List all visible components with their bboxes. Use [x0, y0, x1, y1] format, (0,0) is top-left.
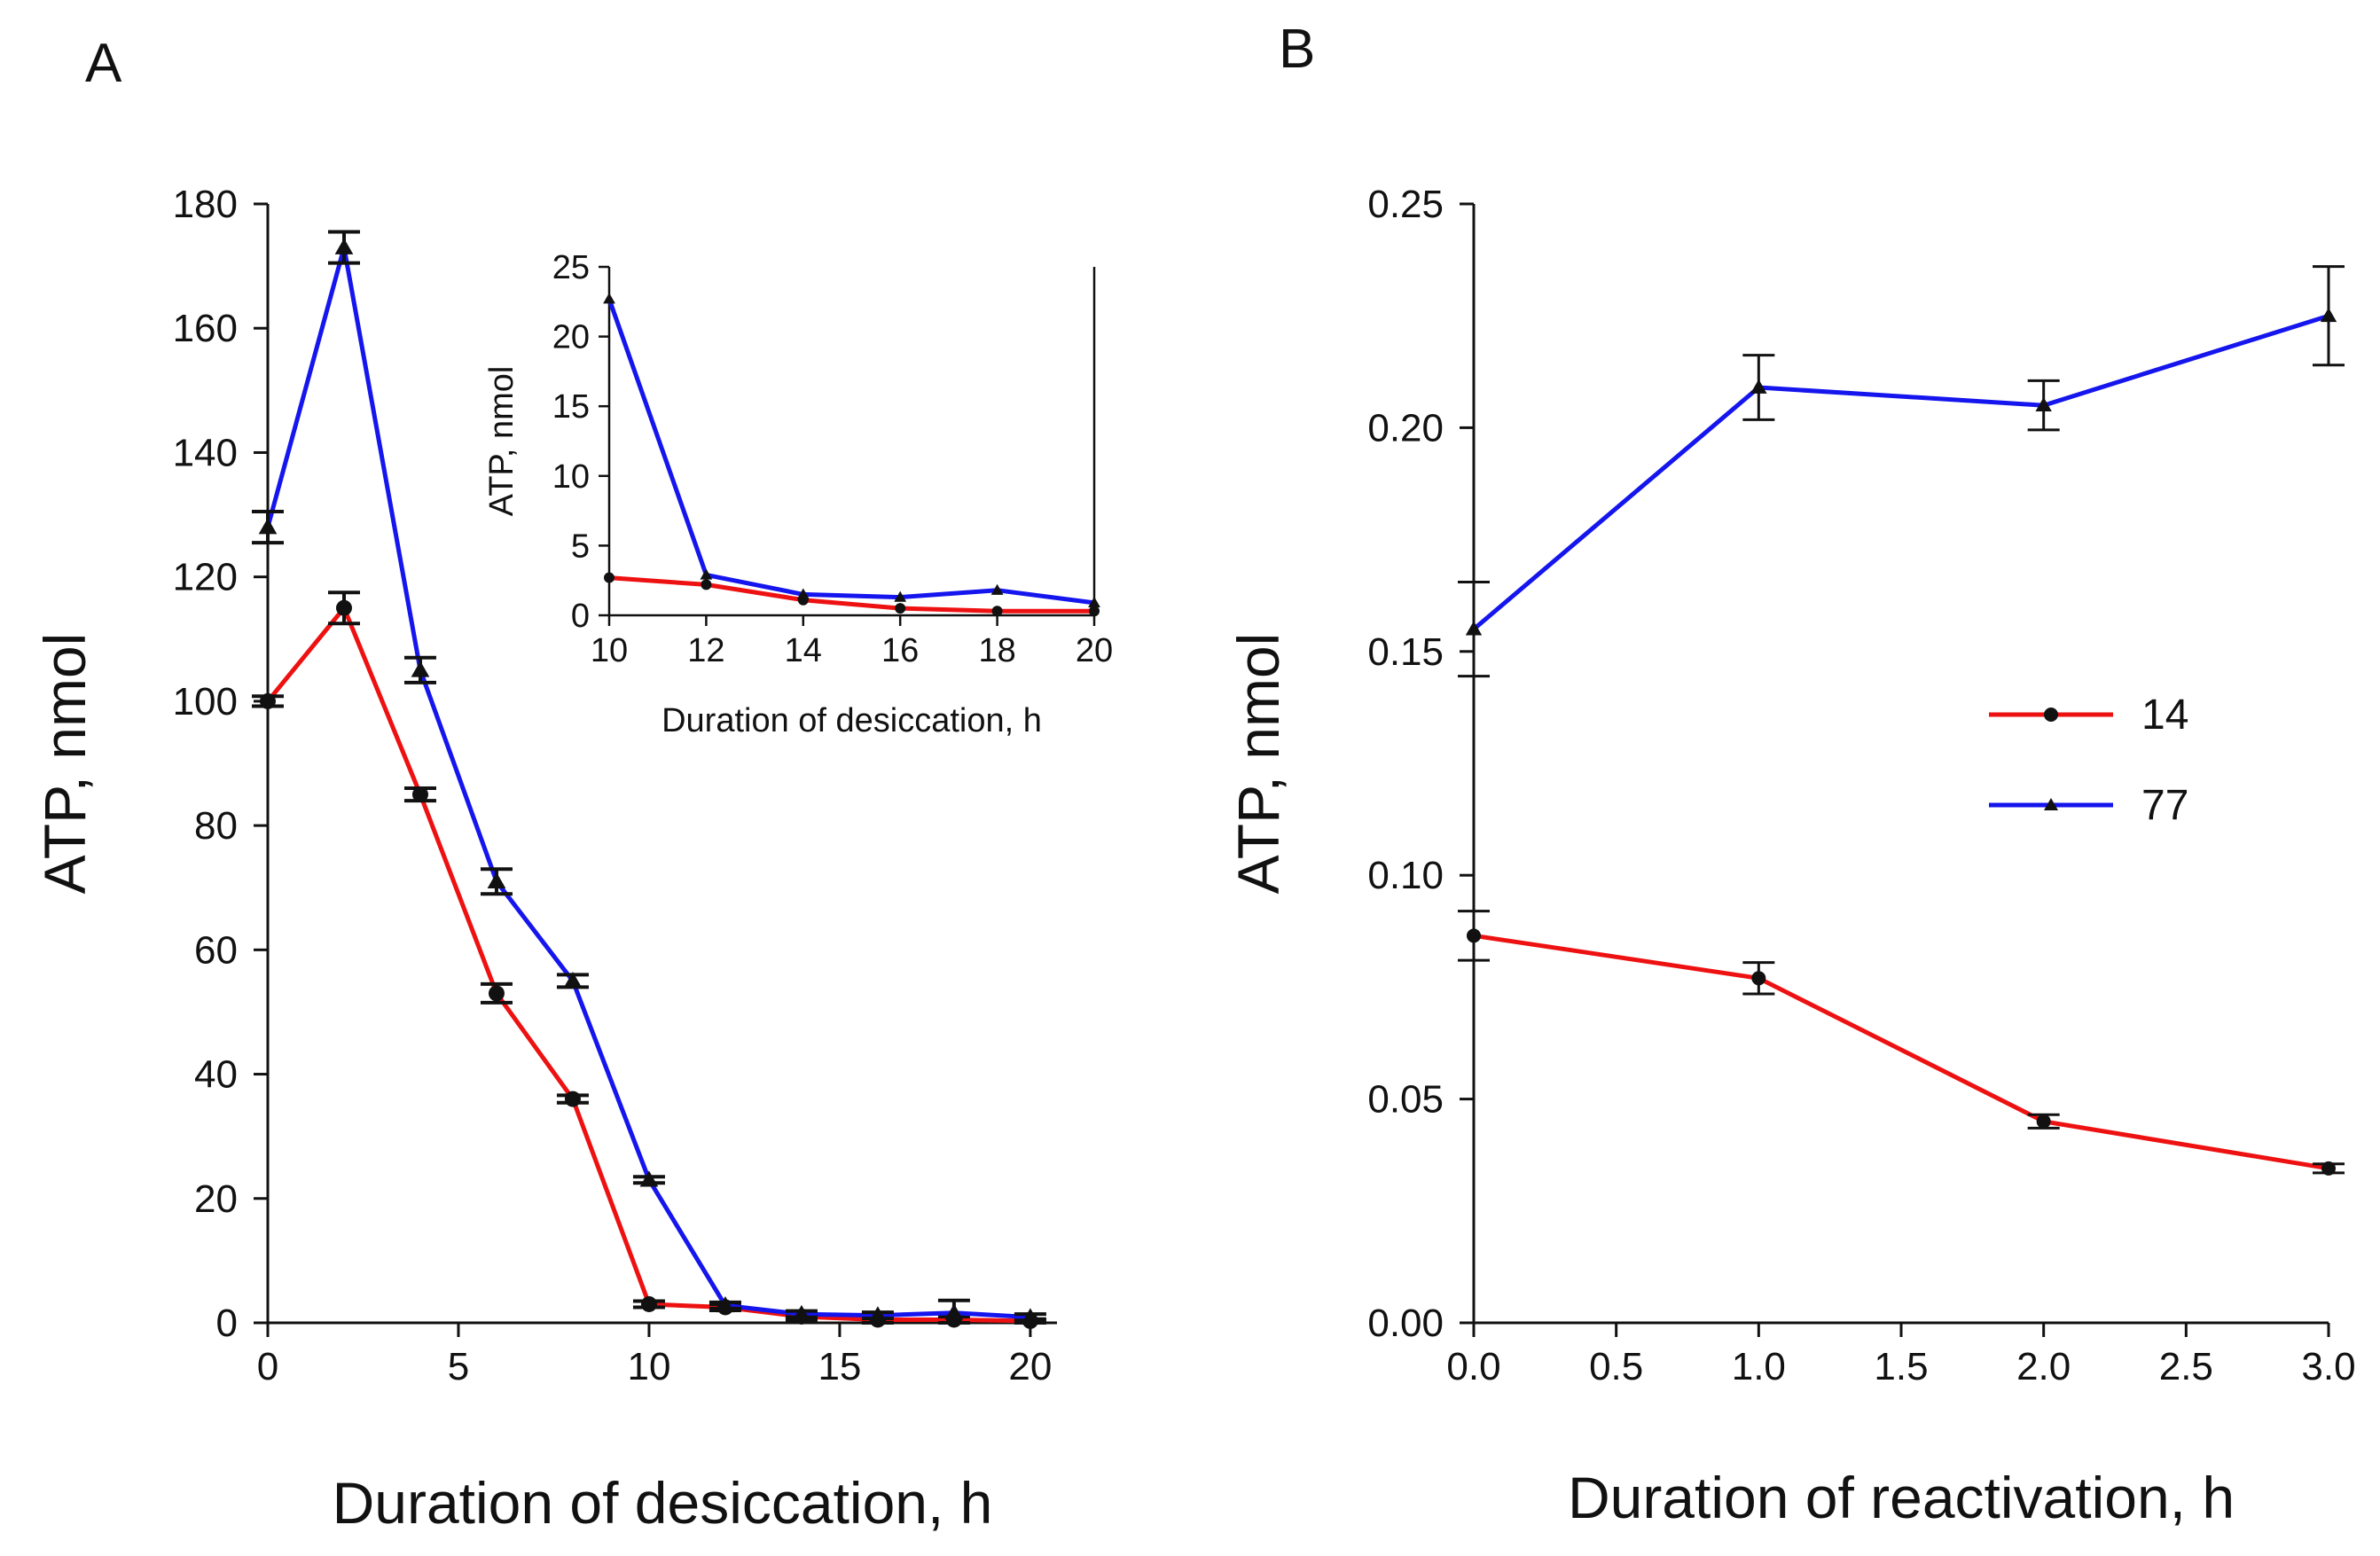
chart-b: 0.0 0.5 1.0 1.5 2.0 2.5 3.0 0.00 0.05 0.10 0.15 0.2… [1225, 183, 2356, 1530]
inset-point-77 [990, 583, 1004, 595]
b-x-tick-label: 0.0 [1446, 1345, 1500, 1388]
inset-point-14 [895, 603, 906, 614]
b-y-tick-label: 0.10 [1367, 854, 1444, 897]
a-point-77 [944, 1303, 964, 1320]
a-y-axis-title: ATP, nmol [32, 633, 98, 895]
a-point-77 [639, 1170, 659, 1187]
a-y-tick-label: 100 [173, 680, 238, 723]
b-y-tick-label: 0.15 [1367, 630, 1444, 674]
b-point-14 [1751, 971, 1766, 986]
a-point-77 [487, 872, 506, 888]
b-y-tick-label: 0.05 [1367, 1078, 1444, 1122]
panel-letter-b: B [1279, 19, 1315, 80]
chart-a: 0 5 10 15 20020406080100120140160180Duration… [32, 183, 1057, 1536]
inset-y-tick-label: 0 [571, 598, 590, 635]
a-point-14 [488, 985, 505, 1002]
b-x-tick-label: 2.5 [2159, 1345, 2213, 1388]
a-point-77 [868, 1306, 888, 1323]
a-y-tick-label: 180 [173, 183, 238, 226]
b-x-tick-label: 1.5 [1874, 1345, 1928, 1388]
inset-y-tick-label: 10 [552, 458, 590, 496]
inset-y-tick-label: 5 [571, 528, 590, 565]
a-y-tick-label: 80 [194, 804, 238, 848]
a-point-14 [564, 1091, 581, 1107]
inset-x-tick-label: 12 [687, 632, 724, 669]
inset-x-axis-title: Duration of desiccation, h [662, 702, 1042, 739]
inset-y-tick-label: 20 [552, 319, 590, 356]
b-point-77 [1750, 379, 1767, 394]
a-point-14 [640, 1295, 657, 1312]
b-point-14 [1467, 928, 1481, 943]
b-series-line-77 [1472, 313, 2329, 631]
inset-y-axis-title: ATP, nmol [483, 366, 521, 517]
a-x-tick-label: 20 [1008, 1345, 1052, 1388]
inset-y-tick-label: 15 [552, 388, 590, 426]
legend-label-14: 14 [2141, 692, 2188, 739]
inset-point-14 [991, 606, 1003, 617]
a-y-tick-label: 60 [194, 928, 238, 972]
b-y-tick-label: 0.00 [1367, 1302, 1444, 1345]
b-point-14 [2036, 1114, 2051, 1129]
panel-letter-a: A [85, 33, 122, 94]
a-y-tick-label: 140 [173, 431, 238, 474]
chart-inset: 10 12 14 16 18 20 0 5 10 15 20 25 Duration of desicc… [483, 249, 1113, 739]
legend-label-77: 77 [2141, 782, 2188, 829]
a-point-77 [411, 661, 430, 677]
legend-marker-14 [2044, 708, 2058, 722]
inset-point-77 [700, 568, 713, 580]
a-x-tick-label: 15 [818, 1345, 861, 1388]
inset-series-line-77 [607, 298, 1095, 606]
inset-y-tick-label: 25 [552, 249, 590, 286]
b-series-line-14 [1473, 933, 2329, 1171]
a-x-tick-label: 0 [257, 1345, 278, 1388]
a-y-tick-label: 160 [173, 307, 238, 350]
inset-point-77 [1088, 596, 1100, 608]
inset-x-tick-label: 20 [1076, 632, 1113, 669]
b-x-tick-label: 1.0 [1732, 1345, 1786, 1388]
inset-point-14 [701, 579, 712, 590]
a-y-tick-label: 20 [194, 1177, 238, 1221]
a-x-tick-label: 5 [448, 1345, 469, 1388]
b-point-77 [1465, 621, 1483, 636]
inset-x-tick-label: 16 [881, 632, 919, 669]
b-y-axis-title: ATP, nmol [1225, 633, 1291, 895]
b-x-tick-label: 3.0 [2301, 1345, 2355, 1388]
a-point-14 [335, 599, 352, 616]
b-y-tick-label: 0.25 [1367, 183, 1444, 226]
inset-point-14 [1089, 606, 1100, 617]
inset-point-77 [894, 590, 907, 602]
b-x-axis-title: Duration of reactivation, h [1568, 1465, 2235, 1530]
b-point-14 [2321, 1161, 2336, 1176]
a-y-tick-label: 0 [216, 1302, 238, 1345]
a-x-axis-title: Duration of desiccation, h [333, 1470, 993, 1536]
inset-x-tick-label: 10 [591, 632, 628, 669]
b-point-77 [2320, 308, 2337, 323]
a-point-77 [1021, 1308, 1040, 1325]
a-x-tick-label: 10 [627, 1345, 670, 1388]
a-point-77 [792, 1304, 811, 1321]
inset-point-77 [603, 293, 615, 304]
a-point-77 [716, 1296, 735, 1313]
a-point-77 [334, 238, 354, 254]
a-y-tick-label: 120 [173, 556, 238, 599]
a-point-77 [258, 518, 278, 535]
inset-point-14 [604, 572, 615, 583]
b-y-tick-label: 0.20 [1367, 406, 1444, 450]
inset-x-tick-label: 14 [785, 632, 822, 669]
inset-point-77 [796, 588, 810, 599]
a-point-14 [411, 786, 428, 803]
a-point-77 [563, 972, 583, 989]
b-x-tick-label: 0.5 [1589, 1345, 1643, 1388]
a-y-tick-label: 40 [194, 1053, 238, 1097]
b-point-77 [2035, 396, 2052, 412]
inset-x-tick-label: 18 [978, 632, 1015, 669]
legend-marker-77 [2044, 798, 2058, 810]
inset-series-line-14 [608, 575, 1094, 614]
b-x-tick-label: 2.0 [2016, 1345, 2071, 1388]
a-point-14 [260, 692, 276, 709]
